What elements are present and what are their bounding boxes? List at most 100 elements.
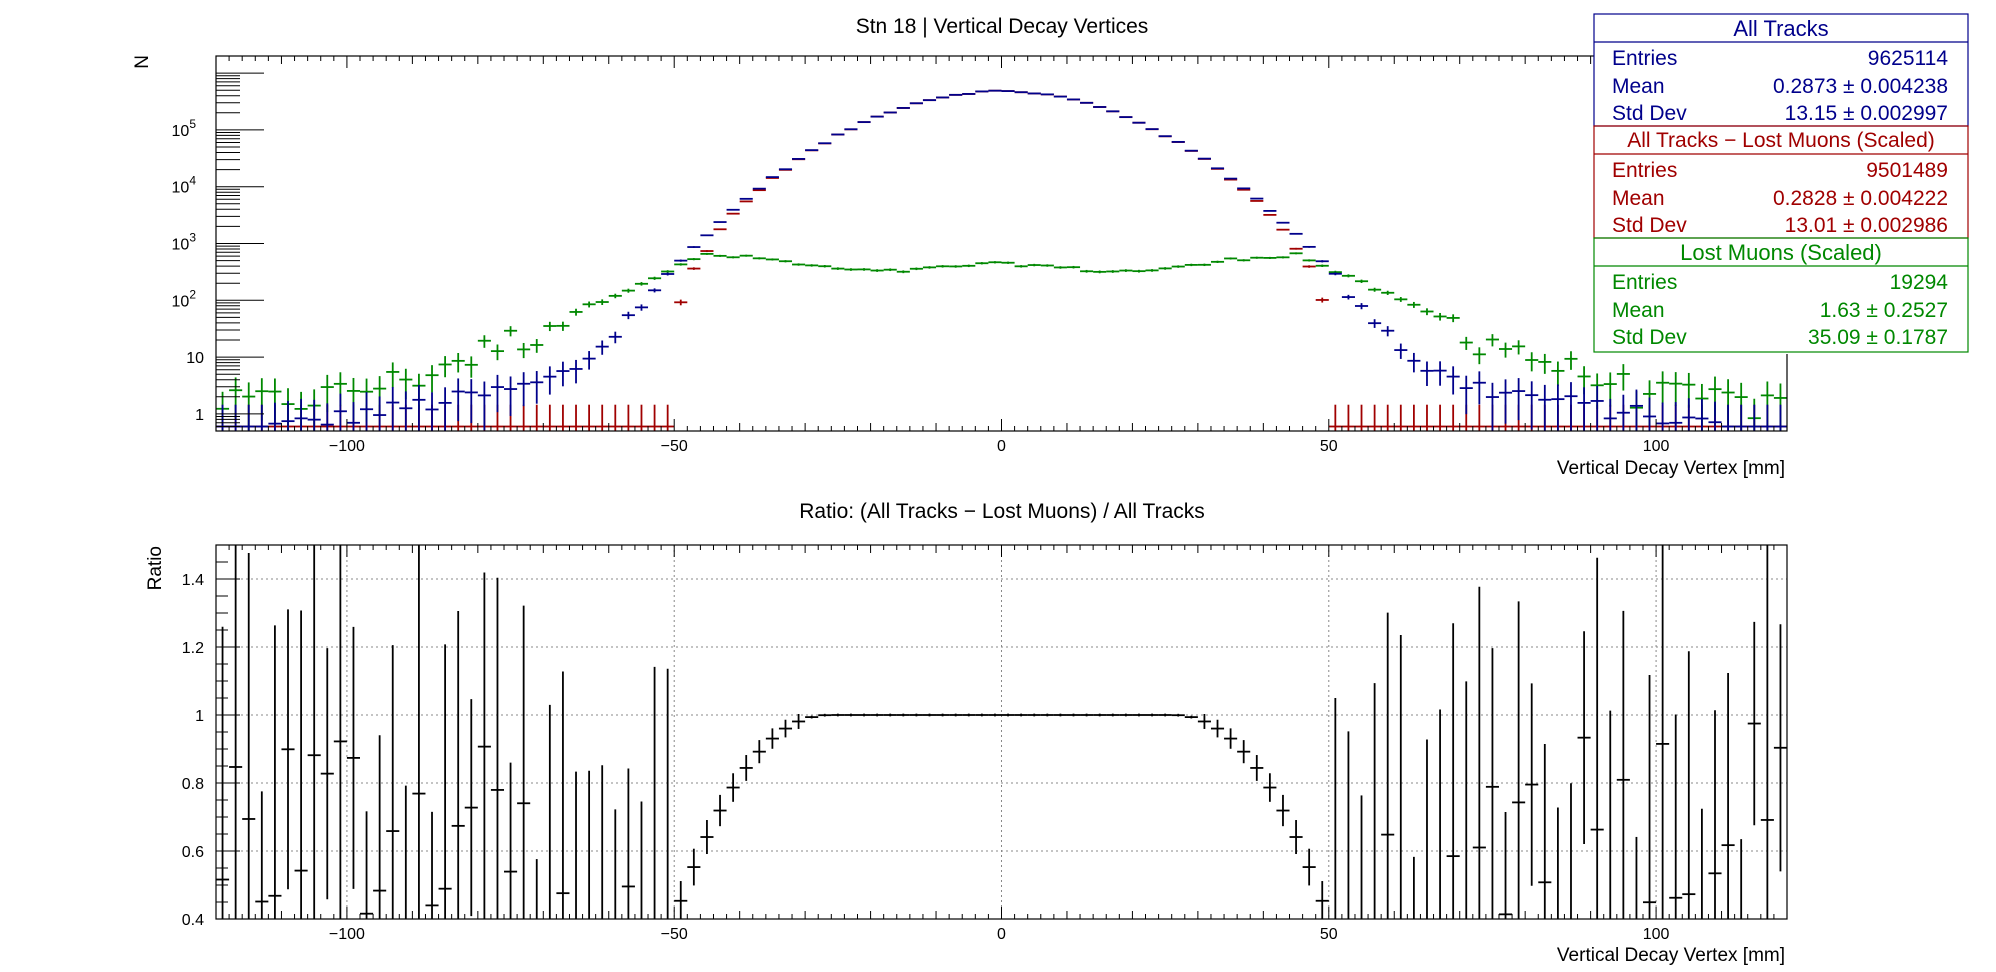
ratio-bin [726,773,740,802]
ratio-bin [700,820,714,855]
ratio-bin [1302,848,1316,886]
lost-muons-bin [1498,342,1513,358]
lost-muons-bin [1040,264,1054,267]
y-tick-label: 0.4 [182,912,204,929]
ratio-bin [1747,621,1761,826]
all-tracks-bin [1512,378,1526,421]
stats-lost-muons: Lost Muons (Scaled) Entries 19294 Mean 1… [1593,237,1969,353]
lost-muons-bin [1512,340,1526,355]
ratio-bin [1485,648,1499,919]
all-minus-lost-bin [1276,228,1290,231]
lost-muons-bin [831,267,845,270]
lost-muons-bin [1564,351,1578,370]
all-tracks-bin [1498,379,1513,424]
all-tracks-bin [1394,343,1408,359]
all-tracks-bin [412,384,426,431]
lost-muons-bin [1485,334,1499,347]
ratio-bin [713,794,727,827]
all-tracks-bin [1629,389,1643,431]
all-minus-lost-bin [1381,404,1395,431]
ratio-bin [1773,624,1787,872]
all-tracks-bin [1446,366,1460,395]
x-tick-label: 0 [997,926,1006,943]
ratio-bin [1538,744,1552,919]
all-tracks-bin [1328,272,1342,276]
all-tracks-bin [726,208,740,211]
all-minus-lost-bin [517,404,531,431]
lost-muons-bin [883,268,897,272]
all-minus-lost-bin [1250,200,1264,202]
lost-muons-bin [962,264,976,268]
ratio-bin [818,713,832,717]
top-series-group [216,89,1787,431]
all-minus-lost-bin [700,250,714,252]
lost-muons-bin [909,267,923,271]
ratio-bin [962,713,976,717]
x-tick-label: 50 [1320,438,1338,455]
ratio-bin [1210,719,1225,738]
lost-muons-bin [1080,269,1094,273]
all-tracks-bin [700,234,714,237]
bottom-chart-title: Ratio: (All Tracks − Lost Muons) / All T… [799,500,1205,523]
all-tracks-bin [1656,402,1670,431]
all-minus-lost-bin [569,404,583,431]
x-tick-label: −50 [661,926,688,943]
ratio-bin [844,713,858,717]
lost-muons-bin [1525,352,1539,372]
ratio-bin [896,713,910,717]
bottom-x-axis-title: Vertical Decay Vertex [mm] [1557,945,1785,966]
ratio-bin [949,713,963,717]
lost-muons-bin [752,257,766,260]
all-minus-lost-bin [556,404,570,431]
lost-muons-bin [739,254,753,257]
lost-muons-bin [792,263,806,266]
ratio-bin [1590,557,1604,919]
all-tracks-bin [1603,398,1617,431]
x-tick-label: −100 [329,926,365,943]
lost-muons-bin [543,321,557,332]
all-tracks-bin [425,392,439,431]
all-tracks-bin [490,374,505,413]
ratio-bin [1381,612,1395,919]
lost-muons-bin [477,335,491,348]
all-tracks-bin [713,221,727,223]
ratio-bin [320,648,334,900]
ratio-bin [373,735,387,919]
all-tracks-bin [373,396,387,431]
stats-value: 9625114 [1868,47,1949,70]
all-tracks-bin [1354,303,1369,310]
y-tick-exponent: 3 [189,231,196,245]
lost-muons-bin [1027,263,1041,267]
all-minus-lost-bin [1407,404,1421,431]
lost-muons-bin [1276,256,1290,259]
x-tick-label: −100 [329,438,365,455]
lost-muons-bin [1250,256,1264,259]
lost-muons-bin [975,262,989,265]
lost-muons-bin [608,293,622,299]
y-tick-exponent: 2 [189,287,196,301]
lost-muons-bin [1368,287,1382,292]
all-tracks-bin [595,340,609,355]
lost-muons-bin [425,365,439,393]
lost-muons-bin [1472,347,1486,365]
all-minus-lost-bin [1446,404,1460,431]
all-tracks-bin [1773,404,1787,431]
lost-muons-bin [504,326,518,337]
lost-muons-bin [805,264,819,267]
all-minus-lost-bin [1394,404,1408,431]
lost-muons-bin [922,266,937,269]
ratio-bin [1577,631,1591,845]
ratio-bin [333,545,347,919]
lost-muons-bin [1093,270,1107,274]
ratio-bin [346,626,361,889]
y-tick-label: 10 [186,350,204,367]
ratio-bin [451,610,465,919]
all-minus-lost-bin [739,200,753,203]
lost-muons-bin [569,308,583,316]
ratio-bin [307,545,321,919]
ratio-bin [1001,713,1015,717]
stats-label: Entries [1612,47,1677,70]
all-minus-lost-bin [1354,404,1369,431]
ratio-bin [1276,794,1290,827]
stats-lost-muons-header: Lost Muons (Scaled) [1680,240,1882,265]
